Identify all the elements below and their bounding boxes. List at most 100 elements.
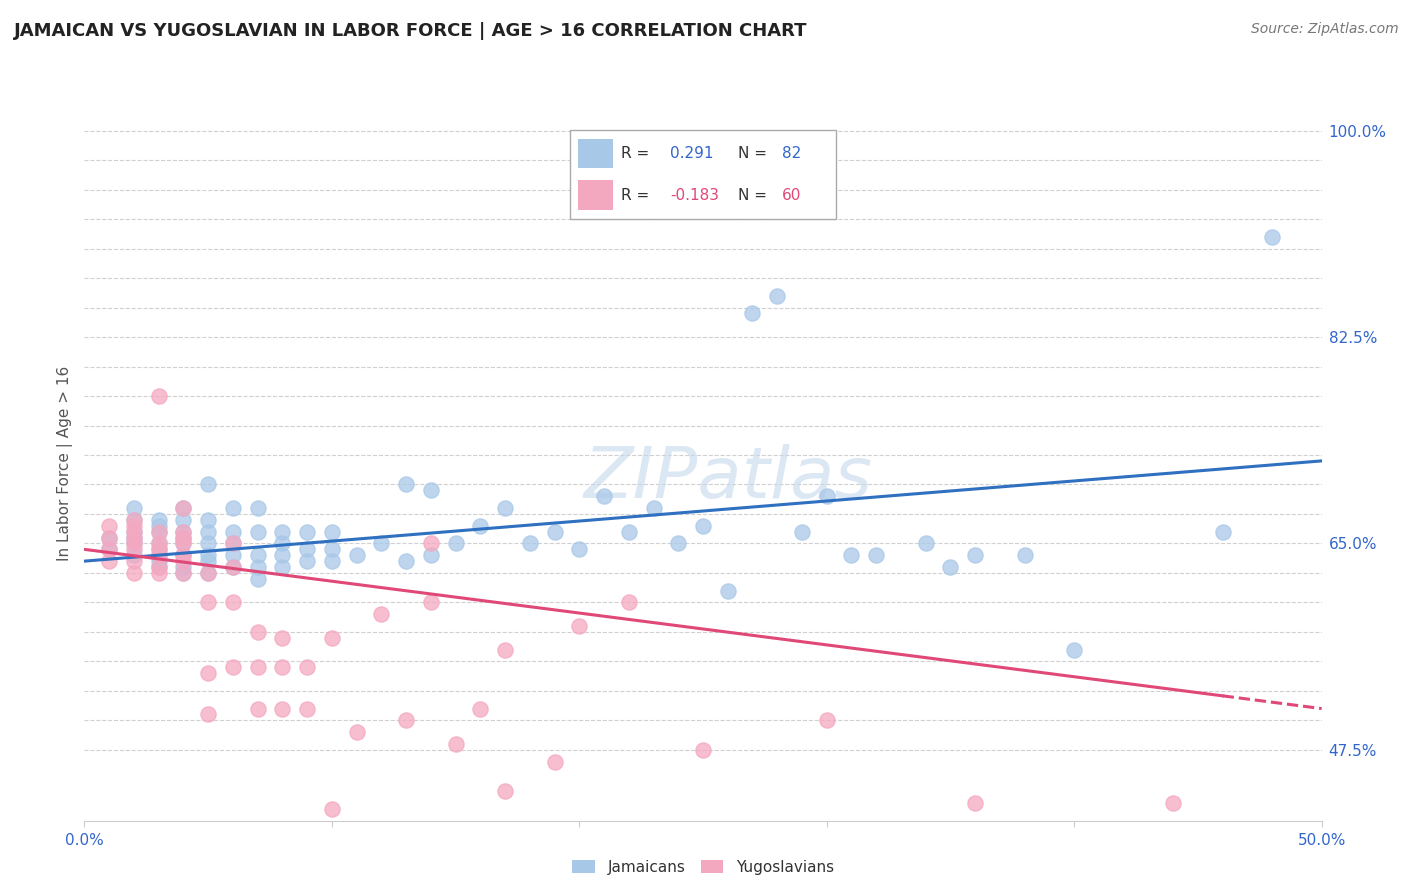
Point [246, 524, 269, 539]
Point [172, 531, 194, 545]
Text: ZIPatlas: ZIPatlas [583, 443, 872, 513]
Point [271, 660, 294, 674]
Point [197, 554, 219, 568]
Point [122, 542, 145, 557]
Point [741, 306, 763, 320]
Point [98, 531, 121, 545]
Point [197, 566, 219, 580]
Point [841, 548, 863, 562]
Point [617, 595, 640, 609]
Point [246, 560, 269, 574]
Point [148, 389, 170, 403]
Point [568, 619, 591, 633]
Point [271, 536, 294, 550]
Point [172, 501, 194, 516]
Point [222, 501, 245, 516]
Point [172, 524, 194, 539]
Point [172, 548, 194, 562]
Point [543, 755, 565, 769]
Legend: Jamaicans, Yugoslavians: Jamaicans, Yugoslavians [567, 854, 839, 880]
Point [197, 566, 219, 580]
Point [197, 477, 219, 491]
Point [148, 560, 170, 574]
Point [98, 542, 121, 557]
Point [419, 548, 441, 562]
Point [1063, 642, 1085, 657]
Point [222, 524, 245, 539]
Point [222, 595, 245, 609]
Point [395, 714, 418, 728]
Point [197, 536, 219, 550]
Point [222, 560, 245, 574]
Point [295, 701, 318, 715]
Point [815, 489, 838, 503]
Point [692, 743, 714, 757]
Point [122, 531, 145, 545]
Point [172, 566, 194, 580]
Point [346, 725, 368, 739]
Point [98, 554, 121, 568]
Point [321, 542, 343, 557]
Point [271, 701, 294, 715]
Point [494, 501, 516, 516]
Point [122, 554, 145, 568]
Point [370, 536, 392, 550]
Point [395, 554, 418, 568]
Point [122, 513, 145, 527]
Point [222, 536, 245, 550]
Point [444, 737, 467, 751]
Text: JAMAICAN VS YUGOSLAVIAN IN LABOR FORCE | AGE > 16 CORRELATION CHART: JAMAICAN VS YUGOSLAVIAN IN LABOR FORCE |… [14, 22, 807, 40]
Point [444, 536, 467, 550]
Point [172, 536, 194, 550]
Point [222, 660, 245, 674]
Point [172, 513, 194, 527]
Point [98, 518, 121, 533]
Point [717, 583, 740, 598]
Point [172, 531, 194, 545]
Point [197, 524, 219, 539]
Point [470, 701, 492, 715]
Point [815, 714, 838, 728]
Point [766, 289, 789, 303]
Point [246, 548, 269, 562]
Point [692, 518, 714, 533]
Point [122, 524, 145, 539]
Point [222, 560, 245, 574]
Point [295, 524, 318, 539]
Point [419, 595, 441, 609]
Point [148, 536, 170, 550]
Point [148, 560, 170, 574]
Point [148, 542, 170, 557]
Point [172, 536, 194, 550]
Point [122, 524, 145, 539]
Point [122, 548, 145, 562]
Point [172, 524, 194, 539]
Point [321, 802, 343, 816]
Point [246, 501, 269, 516]
Point [395, 477, 418, 491]
Point [617, 524, 640, 539]
Point [98, 542, 121, 557]
Point [470, 518, 492, 533]
Point [246, 701, 269, 715]
Point [321, 631, 343, 645]
Point [271, 560, 294, 574]
Point [122, 518, 145, 533]
Point [197, 513, 219, 527]
Point [222, 548, 245, 562]
Point [271, 631, 294, 645]
Point [122, 566, 145, 580]
Point [122, 536, 145, 550]
Point [643, 501, 665, 516]
Point [1261, 229, 1284, 244]
Point [148, 524, 170, 539]
Point [148, 518, 170, 533]
Point [271, 548, 294, 562]
Point [419, 536, 441, 550]
Point [965, 548, 987, 562]
Y-axis label: In Labor Force | Age > 16: In Labor Force | Age > 16 [58, 367, 73, 561]
Point [172, 566, 194, 580]
Point [148, 542, 170, 557]
Point [197, 707, 219, 722]
Point [939, 560, 962, 574]
